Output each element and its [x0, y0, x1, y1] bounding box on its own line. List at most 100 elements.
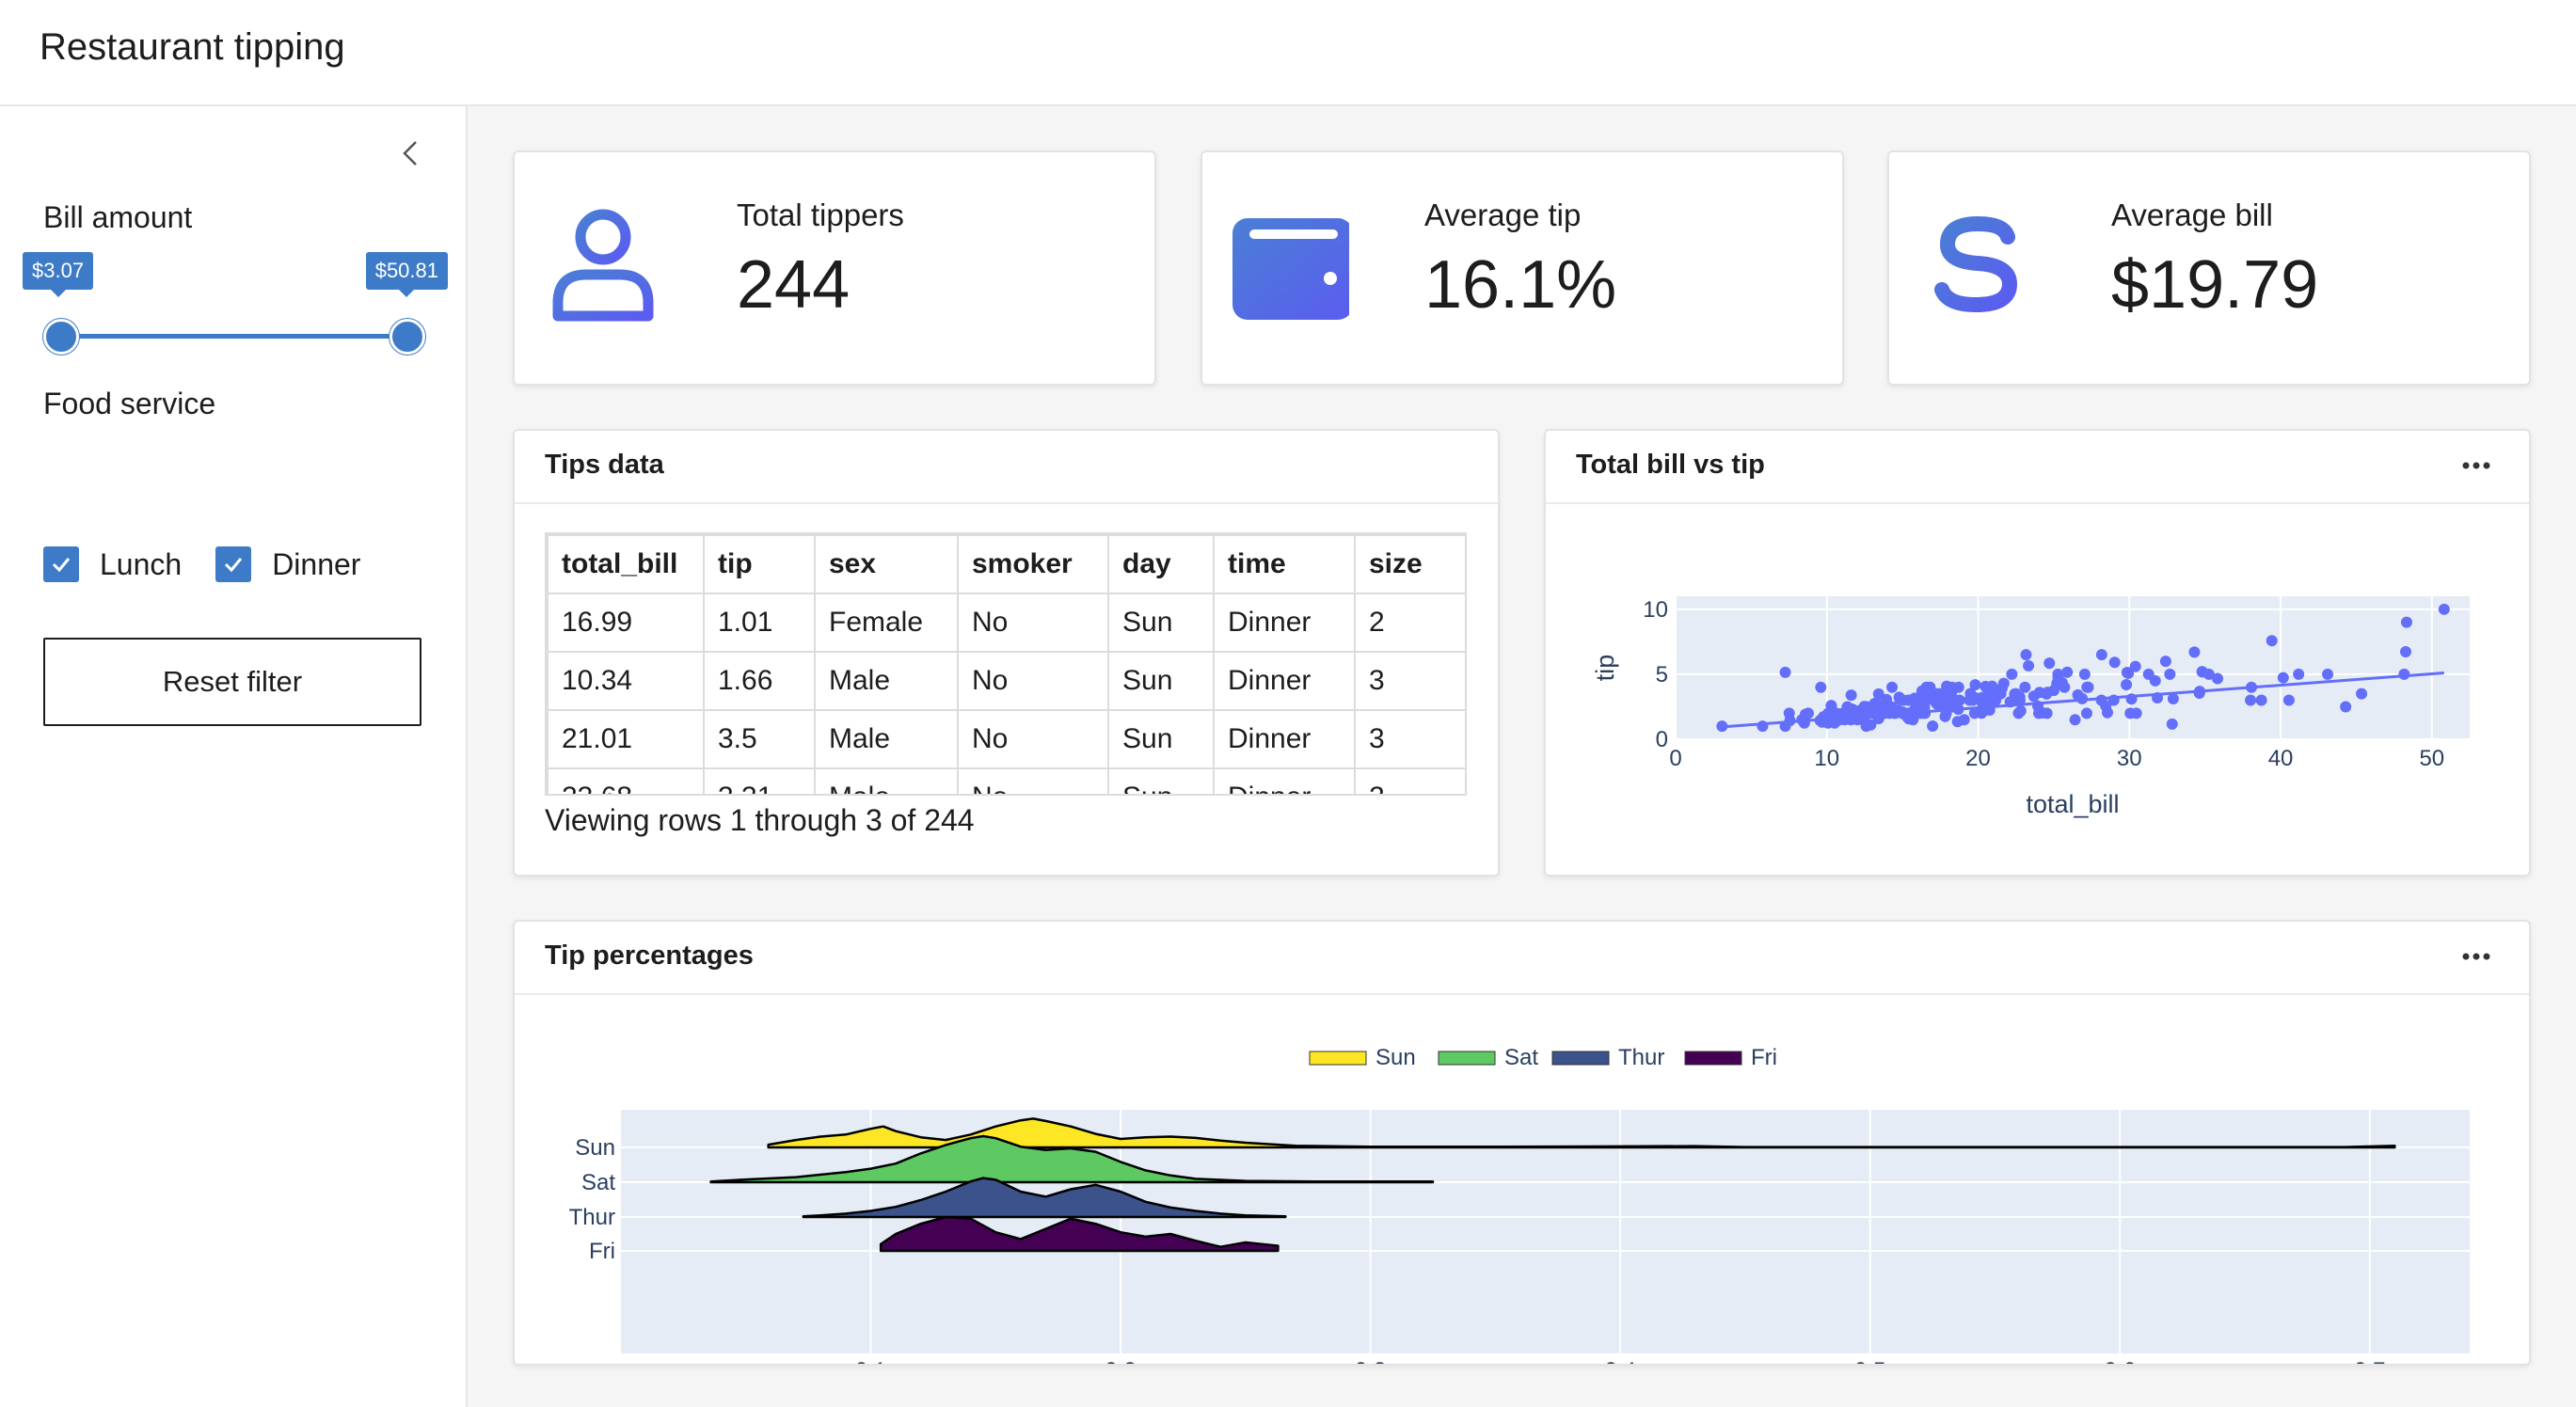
y-tick-label: Thur: [569, 1205, 615, 1230]
food-service-label: Food service: [43, 387, 216, 420]
more-options-button[interactable]: [2456, 451, 2497, 480]
table-cell[interactable]: 10.34: [547, 651, 705, 711]
table-cell[interactable]: 3: [1354, 651, 1465, 711]
column-header[interactable]: sex: [814, 534, 959, 594]
data-point: [2159, 656, 2171, 668]
ridgeline-chart[interactable]: 0.1 0.2 0.3 0.4 0.5 0.6 0.7 Sun Sat Thur Fri Sun Sat…: [515, 995, 2529, 1364]
slider-min-handle[interactable]: [43, 319, 79, 355]
table-cell[interactable]: Dinner: [1213, 651, 1356, 711]
legend-swatch: [1684, 1051, 1742, 1066]
data-point: [2020, 649, 2032, 661]
table-cell[interactable]: 16.99: [547, 593, 705, 653]
lunch-label[interactable]: Lunch: [100, 546, 183, 581]
data-point: [2019, 681, 2031, 693]
more-horizontal-icon: [2462, 953, 2490, 960]
app-title: Restaurant tipping: [40, 26, 345, 68]
dollar-icon: [1934, 205, 2018, 322]
card-divider: [515, 993, 2529, 995]
data-point: [2101, 706, 2113, 719]
checkmark-icon: [225, 558, 243, 573]
data-point: [1927, 720, 1939, 733]
column-header[interactable]: total_bill: [547, 534, 705, 594]
column-header[interactable]: tip: [703, 534, 816, 594]
table-row: 21.01 3.5 Male No Sun Dinner 3: [547, 709, 1465, 769]
table-cell[interactable]: 1.66: [703, 651, 816, 711]
table-cell[interactable]: 2: [1354, 767, 1465, 794]
card-divider: [1546, 502, 2529, 504]
column-header[interactable]: day: [1107, 534, 1215, 594]
lunch-checkbox[interactable]: [43, 546, 79, 582]
data-point: [2438, 603, 2450, 615]
table-cell[interactable]: No: [957, 651, 1109, 711]
data-point: [1997, 677, 2010, 689]
ridge-sat: [709, 1134, 1435, 1184]
data-point: [1716, 720, 1728, 733]
table-cell[interactable]: 1.01: [703, 593, 816, 653]
dinner-checkbox[interactable]: [215, 546, 252, 582]
total-bill-vs-tip-card: Total bill vs tip 0 10 20 30 40 50 0 5 10 total_b…: [1544, 429, 2531, 877]
bill-amount-range-slider[interactable]: $3.07 $50.81: [23, 252, 448, 365]
data-point: [2277, 672, 2289, 684]
data-point: [2293, 668, 2305, 680]
table-cell[interactable]: 3.31: [703, 767, 816, 794]
slider-track[interactable]: [60, 334, 408, 339]
table-cell[interactable]: No: [957, 767, 1109, 794]
x-tick-label: 0.1: [855, 1358, 886, 1364]
data-point: [1784, 715, 1796, 727]
table-cell[interactable]: Dinner: [1213, 709, 1356, 769]
table-cell[interactable]: 23.68: [547, 767, 705, 794]
table-cell[interactable]: Sun: [1107, 593, 1215, 653]
more-options-button[interactable]: [2456, 942, 2497, 971]
column-header[interactable]: time: [1213, 534, 1356, 594]
table-cell[interactable]: 2: [1354, 593, 1465, 653]
table-cell[interactable]: Sun: [1107, 651, 1215, 711]
table-cell[interactable]: 21.01: [547, 709, 705, 769]
kpi-value: 244: [737, 247, 851, 323]
x-tick-label: 0.2: [1105, 1358, 1136, 1364]
data-point: [2266, 635, 2278, 647]
data-point: [2188, 646, 2201, 658]
data-point: [1757, 720, 1769, 733]
table-cell[interactable]: Male: [814, 767, 959, 794]
table-cell[interactable]: Sun: [1107, 709, 1215, 769]
ridge-sun: [767, 1117, 2396, 1149]
legend-label: Fri: [1751, 1045, 1777, 1070]
table-cell[interactable]: Female: [814, 593, 959, 653]
data-point: [2399, 646, 2411, 658]
legend-swatch: [1309, 1051, 1367, 1066]
collapse-sidebar-button[interactable]: [391, 134, 429, 172]
data-point: [2108, 656, 2121, 669]
table-cell[interactable]: No: [957, 709, 1109, 769]
data-point: [1969, 679, 1981, 691]
table-row: 10.34 1.66 Male No Sun Dinner 3: [547, 651, 1465, 711]
table-cell[interactable]: Male: [814, 709, 959, 769]
table-cell[interactable]: Male: [814, 651, 959, 711]
legend-label: Thur: [1618, 1045, 1664, 1070]
x-tick-label: 10: [1814, 746, 1839, 771]
card-divider: [515, 502, 1498, 504]
data-point: [1815, 681, 1827, 693]
table-cell[interactable]: Dinner: [1213, 767, 1356, 794]
data-point: [1872, 688, 1884, 700]
table-cell[interactable]: 3.5: [703, 709, 816, 769]
reset-filter-button[interactable]: Reset filter: [43, 638, 421, 726]
data-point: [2398, 668, 2410, 680]
y-tick-label: Fri: [589, 1239, 615, 1264]
tips-data-card: Tips data total_bill tip sex smoker day …: [513, 429, 1500, 877]
x-tick-label: 40: [2268, 746, 2294, 771]
person-icon: [552, 209, 654, 322]
data-point: [2167, 693, 2179, 705]
column-header[interactable]: size: [1354, 534, 1465, 594]
column-header[interactable]: smoker: [957, 534, 1109, 594]
slider-max-handle[interactable]: [390, 319, 425, 355]
tips-table-scroll[interactable]: total_bill tip sex smoker day time size …: [545, 532, 1467, 796]
card-title: Tip percentages: [545, 941, 754, 971]
table-header-row: total_bill tip sex smoker day time size: [547, 534, 1465, 594]
table-cell[interactable]: 3: [1354, 709, 1465, 769]
table-cell[interactable]: Dinner: [1213, 593, 1356, 653]
dinner-label[interactable]: Dinner: [272, 546, 361, 581]
table-cell[interactable]: No: [957, 593, 1109, 653]
scatter-chart[interactable]: 0 10 20 30 40 50 0 5 10 total_bill tip: [1546, 504, 2529, 875]
table-cell[interactable]: Sun: [1107, 767, 1215, 794]
table-row: 23.68 3.31 Male No Sun Dinner 2: [547, 767, 1465, 794]
